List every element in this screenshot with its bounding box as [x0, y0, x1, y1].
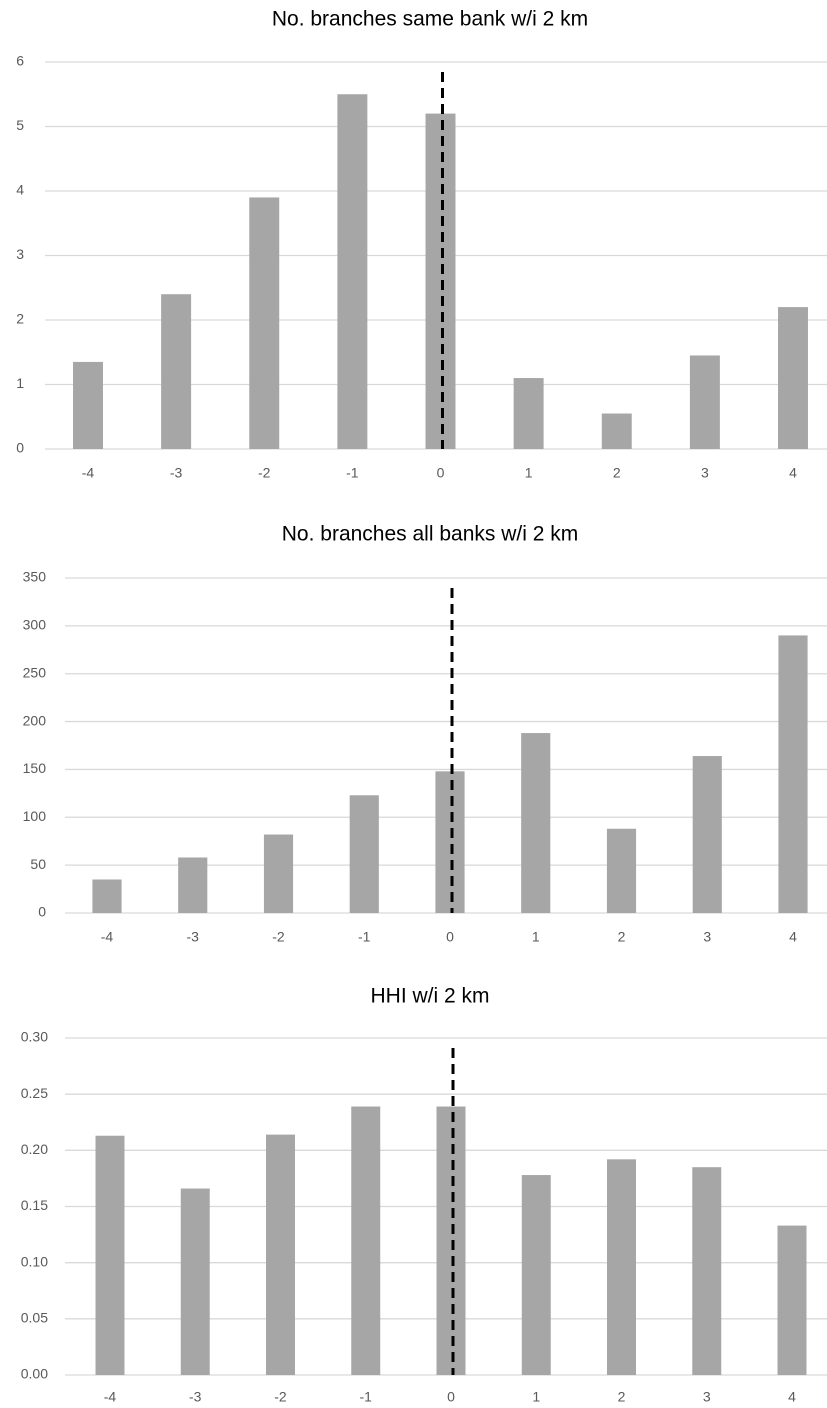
y-tick-label: 150 [23, 760, 47, 776]
bar [249, 197, 280, 449]
bar [521, 733, 551, 913]
bar [778, 635, 808, 913]
y-tick-label: 0.20 [21, 1141, 48, 1157]
bar [266, 1134, 295, 1375]
x-tick-label: -4 [82, 465, 95, 481]
bar [692, 756, 722, 913]
x-tick-label: 0 [446, 929, 454, 945]
bar [425, 113, 456, 449]
bar [778, 307, 808, 449]
y-tick-label: 250 [23, 664, 47, 680]
x-tick-label: 4 [789, 465, 797, 481]
bar [607, 1159, 636, 1375]
bar [689, 355, 720, 449]
y-tick-label: 0.25 [21, 1085, 48, 1101]
x-tick-label: 3 [703, 929, 711, 945]
x-tick-label: -3 [187, 929, 200, 945]
x-tick-label: 2 [618, 1389, 626, 1405]
bar [95, 1135, 125, 1375]
y-tick-label: 0.10 [21, 1253, 48, 1269]
x-tick-label: 3 [703, 1389, 711, 1405]
x-tick-label: 1 [532, 929, 540, 945]
bar [349, 795, 379, 913]
y-tick-label: 0.00 [21, 1366, 48, 1382]
y-tick-label: 350 [23, 569, 47, 585]
bar [351, 1106, 381, 1375]
y-tick-label: 0 [16, 440, 24, 456]
x-tick-label: 2 [618, 929, 626, 945]
bar [337, 94, 368, 449]
bar [73, 361, 103, 449]
y-tick-label: 0.30 [21, 1029, 48, 1045]
y-tick-label: 5 [16, 117, 24, 133]
x-tick-label: 3 [701, 465, 709, 481]
y-tick-label: 3 [16, 246, 24, 262]
bar [777, 1225, 807, 1375]
x-tick-label: 2 [613, 465, 621, 481]
bar [92, 879, 122, 913]
y-tick-label: 0 [38, 904, 46, 920]
y-tick-label: 1 [16, 375, 24, 391]
x-tick-label: 0 [437, 465, 445, 481]
y-tick-label: 2 [16, 311, 24, 327]
x-tick-label: -1 [360, 1389, 373, 1405]
bar [435, 771, 465, 913]
x-tick-label: -4 [104, 1389, 117, 1405]
y-tick-label: 6 [16, 53, 24, 69]
bar [692, 1167, 722, 1375]
bar [513, 378, 544, 449]
bar [161, 294, 192, 449]
x-tick-label: -2 [274, 1389, 287, 1405]
x-tick-label: -1 [346, 465, 359, 481]
x-tick-label: -4 [101, 929, 114, 945]
x-tick-label: -3 [189, 1389, 202, 1405]
bar [180, 1188, 210, 1375]
y-tick-label: 0.05 [21, 1310, 48, 1326]
x-tick-label: -2 [272, 929, 285, 945]
y-tick-label: 4 [16, 182, 24, 198]
chart-title: HHI w/i 2 km [370, 985, 489, 1008]
y-tick-label: 50 [30, 856, 46, 872]
x-tick-label: 4 [789, 929, 797, 945]
bar [521, 1175, 551, 1375]
bar [436, 1106, 466, 1375]
x-tick-label: 0 [447, 1389, 455, 1405]
x-tick-label: 4 [788, 1389, 796, 1405]
x-tick-label: -1 [358, 929, 371, 945]
y-tick-label: 300 [23, 617, 47, 633]
x-tick-label: 1 [532, 1389, 540, 1405]
bar [601, 413, 632, 449]
bar [606, 828, 637, 913]
chart-title: No. branches same bank w/i 2 km [272, 8, 588, 31]
chart-title: No. branches all banks w/i 2 km [282, 523, 578, 546]
bar [178, 857, 208, 913]
y-tick-label: 200 [23, 712, 47, 728]
bar [263, 834, 294, 913]
y-tick-label: 100 [23, 808, 47, 824]
x-tick-label: 1 [525, 465, 533, 481]
x-tick-label: -3 [170, 465, 183, 481]
x-tick-label: -2 [258, 465, 271, 481]
y-tick-label: 0.15 [21, 1197, 48, 1213]
